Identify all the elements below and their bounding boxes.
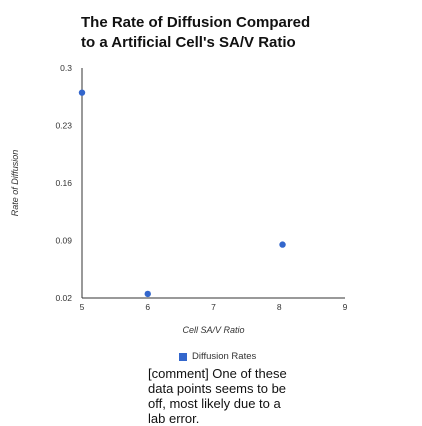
legend: Diffusion Rates	[179, 351, 256, 362]
legend-swatch	[179, 352, 187, 361]
x-axis-title: Cell SA/V Ratio	[182, 325, 244, 335]
scatter-chart: 0.02 0.09 0.16 0.23 0.3 5 6 7 8 9 Cell SA/V Rati…	[10, 63, 348, 335]
chart-title-line-1: The Rate of Diffusion Compared	[81, 14, 311, 31]
x-tick-label: 5	[80, 302, 85, 312]
x-axis-ticks: 5 6 7 8 9	[80, 302, 348, 312]
x-tick-label: 9	[343, 302, 348, 312]
y-axis-ticks: 0.02 0.09 0.16 0.23 0.3	[55, 63, 72, 303]
data-point	[78, 89, 86, 96]
legend-label: Diffusion Rates	[192, 351, 257, 362]
x-tick-label: 7	[211, 302, 216, 312]
plot-axes	[81, 68, 345, 299]
y-tick-label: 0.16	[55, 178, 72, 188]
y-axis-title: Rate of Diffusion	[10, 150, 20, 217]
y-tick-label: 0.02	[55, 293, 72, 303]
y-tick-label: 0.09	[55, 236, 72, 246]
x-tick-label: 8	[277, 302, 282, 312]
y-tick-label: 0.23	[55, 121, 72, 131]
chart-title: The Rate of Diffusion Compared to a Arti…	[81, 13, 381, 53]
comment-text: [comment] One of these data points seems…	[148, 366, 287, 426]
chart-title-line-2: to a Artificial Cell's SA/V Ratio	[81, 34, 296, 51]
data-point	[279, 241, 286, 248]
data-point	[144, 290, 151, 298]
data-points	[78, 89, 286, 298]
x-tick-label: 6	[145, 302, 150, 312]
y-tick-label: 0.3	[60, 63, 72, 73]
